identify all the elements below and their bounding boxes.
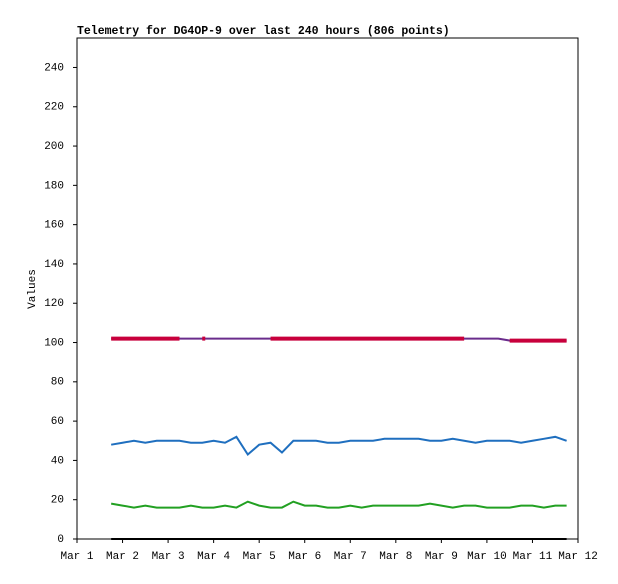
x-tick-label: Mar 2: [106, 551, 139, 563]
y-tick-label: 220: [44, 102, 64, 114]
plot-frame: [76, 37, 579, 540]
x-tick-label: Mar 11: [513, 551, 553, 563]
x-tick-label: Mar 5: [243, 551, 276, 563]
y-tick-label: 240: [44, 62, 64, 74]
y-tick-label: 0: [57, 534, 64, 546]
chart-title: Telemetry for DG4OP-9 over last 240 hour…: [77, 25, 450, 38]
y-tick-label: 60: [51, 416, 64, 428]
y-tick-label: 80: [51, 377, 64, 389]
x-tick-label: Mar 6: [288, 551, 321, 563]
y-tick-label: 100: [44, 337, 64, 349]
x-tick-label: Mar 8: [379, 551, 412, 563]
y-axis-label: Values: [27, 269, 39, 309]
y-tick-label: 160: [44, 220, 64, 232]
series-line: [110, 500, 567, 509]
x-tick-label: Mar 7: [334, 551, 367, 563]
x-tick-label: Mar 9: [425, 551, 458, 563]
y-tick-label: 20: [51, 495, 64, 507]
y-tick-label: 200: [44, 141, 64, 153]
y-tick-label: 140: [44, 259, 64, 271]
y-tick-label: 180: [44, 180, 64, 192]
x-tick-label: Mar 10: [467, 551, 507, 563]
x-tick-label: Mar 3: [152, 551, 185, 563]
y-tick-label: 40: [51, 455, 64, 467]
x-tick-label: Mar 12: [558, 551, 598, 563]
x-tick-label: Mar 1: [60, 551, 93, 563]
x-tick-label: Mar 4: [197, 551, 230, 563]
series-line: [110, 435, 567, 457]
y-tick-label: 120: [44, 298, 64, 310]
